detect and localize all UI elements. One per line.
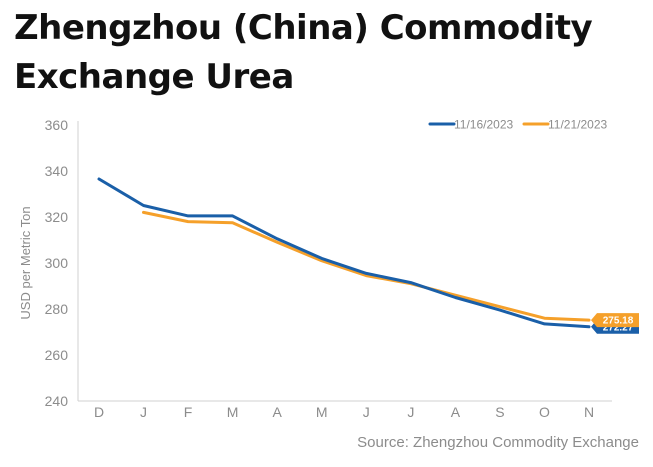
y-tick-label: 300 — [45, 255, 69, 271]
x-tick-label: A — [451, 404, 461, 420]
x-tick-label: A — [273, 404, 283, 420]
series-line-11-21-2023 — [142, 210, 591, 322]
y-tick-label: 320 — [45, 209, 69, 225]
source-note: Source: Zhengzhou Commodity Exchange — [357, 434, 639, 451]
x-tick-label: M — [227, 404, 239, 420]
legend-label: 11/21/2023 — [548, 118, 607, 132]
x-tick-label: N — [584, 404, 594, 420]
y-tick-label: 260 — [45, 347, 69, 363]
x-tick-label: M — [316, 404, 328, 420]
x-tick-label: F — [184, 404, 193, 420]
y-tick-label: 240 — [45, 393, 69, 409]
x-tick-label: J — [407, 404, 414, 420]
x-tick-label: D — [94, 404, 104, 420]
y-axis-label: USD per Metric Ton — [18, 206, 33, 319]
x-tick-label: J — [363, 404, 370, 420]
chart-title: Zhengzhou (China) Commodity Exchange Ure… — [14, 8, 593, 97]
x-tick-label: J — [140, 404, 147, 420]
legend-label: 11/16/2023 — [454, 118, 513, 132]
series-line-11-16-2023 — [97, 177, 591, 329]
y-tick-label: 360 — [45, 117, 69, 133]
y-tick-label: 340 — [45, 163, 69, 179]
end-value-tag — [591, 313, 639, 328]
end-value-label: 272.27 — [603, 322, 634, 333]
x-tick-label: O — [539, 404, 550, 420]
y-tick-label: 280 — [45, 301, 69, 317]
end-value-label: 275.18 — [603, 316, 634, 327]
x-tick-label: S — [495, 404, 504, 420]
